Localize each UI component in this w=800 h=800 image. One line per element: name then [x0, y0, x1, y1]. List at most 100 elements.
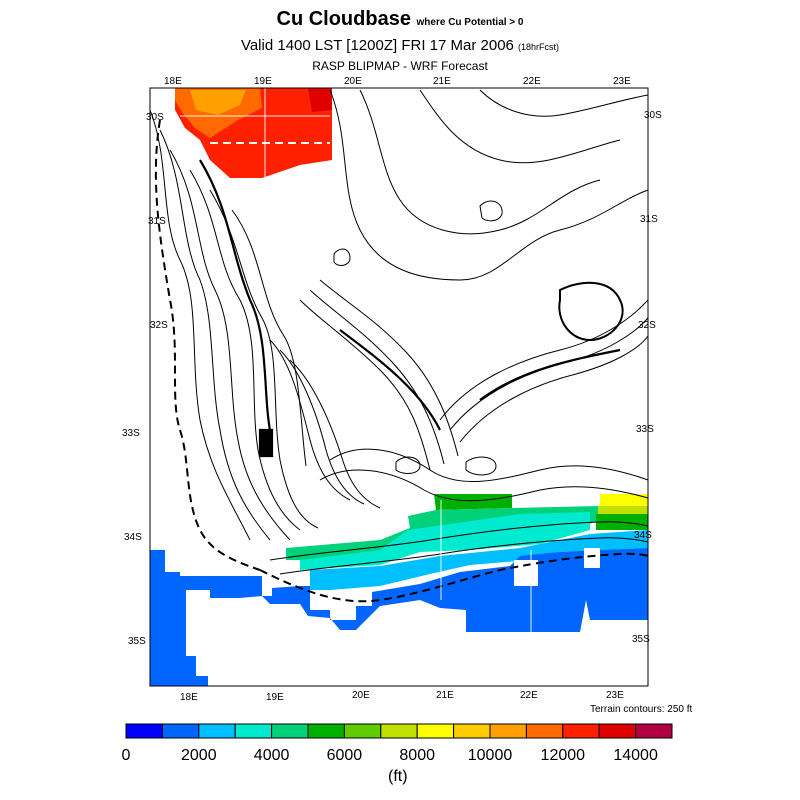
contour-line — [449, 317, 649, 431]
contour-line — [465, 456, 497, 476]
colorbar-swatch — [125, 723, 163, 739]
contour-line — [309, 289, 445, 465]
contour-line — [279, 349, 365, 505]
yellowgreen-cloudbase-area — [598, 506, 648, 516]
contour-line — [319, 279, 459, 457]
contour-line — [258, 428, 274, 458]
colorbar-tick-label: 14000 — [613, 747, 658, 764]
contour-line — [558, 281, 624, 342]
colorbar-swatch — [598, 723, 637, 739]
lon-label: 18E — [164, 76, 182, 87]
contour-line — [329, 448, 649, 482]
lon-label: 21E — [436, 690, 454, 701]
colorbar-swatch — [489, 723, 527, 739]
lat-labels-left: 30S 31S 32S 33S 34S 35S — [122, 112, 168, 647]
contour-line — [159, 129, 271, 541]
coastline-west — [154, 119, 261, 571]
colorbar-swatch — [234, 723, 273, 739]
title-block: Cu Cloudbase where Cu Potential > 0 Vali… — [0, 6, 800, 75]
contour-line — [209, 189, 319, 529]
lon-labels-top: 18E 19E 20E 21E 22E 23E — [164, 76, 631, 87]
contour-line — [279, 537, 649, 575]
contour-line — [199, 159, 274, 441]
main-title-suffix: where Cu Potential > 0 — [416, 17, 524, 28]
colorbar-swatch — [271, 723, 309, 739]
colorbar-swatch — [416, 723, 455, 739]
colorbar-units: (ft) — [388, 768, 408, 785]
colorbar-swatch — [635, 723, 673, 739]
colorbar — [125, 723, 673, 739]
green-cloudbase-area — [434, 494, 512, 510]
contour-line — [395, 456, 421, 474]
colorbar-tick-label: 2000 — [181, 747, 217, 764]
lon-label: 21E — [433, 76, 451, 87]
contour-line — [189, 169, 301, 531]
contour-line — [479, 348, 621, 401]
lat-label: 31S — [148, 216, 166, 227]
colorbar-ticks: 0 2000 4000 6000 8000 10000 12000 14000 — [122, 747, 658, 764]
white-gap-east — [514, 560, 538, 586]
lat-label: 34S — [634, 530, 652, 541]
source-subtitle: RASP BLIPMAP - WRF Forecast — [312, 59, 488, 73]
lat-label: 31S — [640, 214, 658, 225]
colorbar-tick-label: 4000 — [254, 747, 290, 764]
colorbar-swatch — [198, 723, 236, 739]
teal-cloudbase-area — [300, 512, 590, 570]
thick-terrain-contours — [199, 159, 621, 458]
colorbar-swatch — [161, 723, 200, 739]
contour-line — [149, 109, 251, 541]
contour-line — [479, 89, 649, 117]
forecast-hour: (18hrFcst) — [518, 42, 560, 52]
valid-time: Valid 1400 LST [1200Z] FRI 17 Mar 2006 (… — [0, 36, 800, 57]
lat-label: 32S — [638, 320, 656, 331]
coastline-south — [259, 552, 649, 603]
lat-label: 30S — [146, 112, 164, 123]
lon-label: 22E — [520, 690, 538, 701]
coastline — [154, 119, 649, 603]
colorbar-tick-label: 8000 — [399, 747, 435, 764]
lat-label: 34S — [124, 532, 142, 543]
colorbar-swatch — [525, 723, 564, 739]
main-title: Cu Cloudbase where Cu Potential > 0 — [0, 6, 800, 36]
terrain-contours — [149, 89, 649, 575]
lon-label: 19E — [254, 76, 272, 87]
valid-time-text: Valid 1400 LST [1200Z] FRI 17 Mar 2006 — [240, 37, 514, 54]
cyan-cloudbase-area — [310, 530, 648, 590]
colorbar-swatch — [343, 723, 382, 739]
contour-line — [269, 339, 351, 501]
lon-label: 20E — [344, 76, 362, 87]
colorbar-swatch — [562, 723, 600, 739]
colorbar-tick-label: 12000 — [541, 747, 586, 764]
lat-label: 30S — [644, 110, 662, 121]
colorbar-swatch — [380, 723, 418, 739]
lat-label: 32S — [150, 320, 168, 331]
lat-label: 35S — [128, 636, 146, 647]
lon-label: 20E — [352, 690, 370, 701]
lat-label: 33S — [122, 428, 140, 439]
white-gap-east2 — [584, 548, 600, 568]
contour-line — [359, 89, 601, 235]
colorbar-swatch — [453, 723, 491, 739]
contour-line — [329, 89, 649, 281]
contour-line — [419, 89, 621, 164]
contour-line — [339, 329, 441, 431]
contour-line — [299, 299, 431, 471]
lat-label: 33S — [636, 424, 654, 435]
main-title-text: Cu Cloudbase — [276, 8, 411, 30]
lat-label: 35S — [632, 634, 650, 645]
colorbar-tick-label: 10000 — [468, 747, 513, 764]
lon-labels-bottom: 18E 19E 20E 21E 22E 23E — [180, 690, 624, 703]
blue-sw-strip — [150, 640, 208, 686]
colorbar-swatch — [307, 723, 345, 739]
cloudbase-darkred-area — [308, 88, 332, 112]
lon-label: 19E — [266, 692, 284, 703]
contour-line — [459, 335, 649, 443]
lon-label: 18E — [180, 692, 198, 703]
contour-line — [319, 469, 649, 502]
lon-label: 23E — [613, 76, 631, 87]
terrain-contour-note: Terrain contours: 250 ft — [590, 704, 693, 715]
contour-line — [231, 209, 307, 467]
cloudbase-shading — [150, 88, 648, 686]
contour-line — [479, 200, 503, 222]
